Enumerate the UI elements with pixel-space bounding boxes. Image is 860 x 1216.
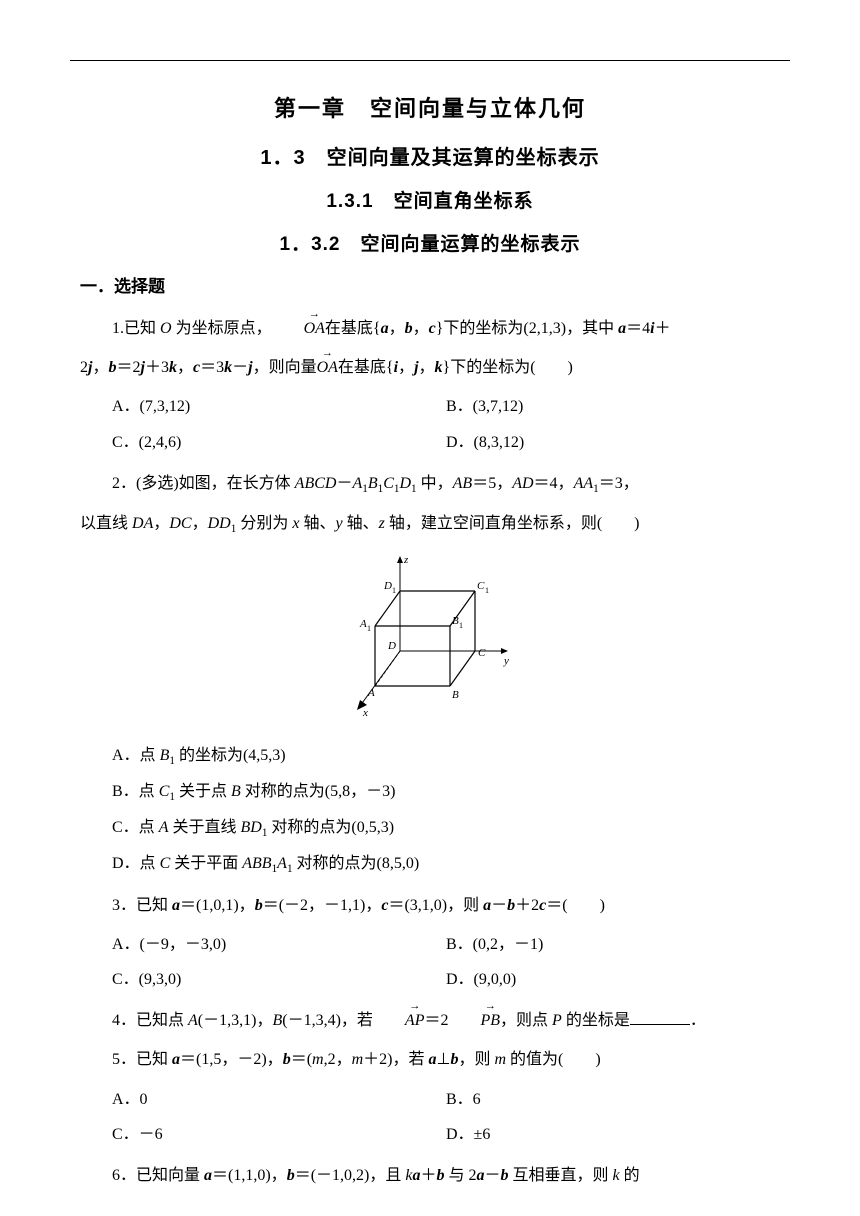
q1-options: A．(7,3,12) B．(3,7,12) C．(2,4,6) D．(8,3,1… — [80, 389, 780, 459]
question-5: 5．已知 a＝(1,5，－2)，b＝(m,2，m＋2)，若 a⊥b，则 m 的值… — [80, 1042, 780, 1077]
q2-opt-c: C．点 A 关于直线 BD1 对称的点为(0,5,3) — [112, 810, 780, 846]
subsection2-title: 1．3.2 空间向量运算的坐标表示 — [80, 229, 780, 256]
svg-text:C: C — [478, 647, 486, 659]
question-1: 1.已知 O 为坐标原点，OA在基底{a，b，c}下的坐标为(2,1,3)，其中… — [80, 311, 780, 346]
q3-opt-b: B．(0,2，－1) — [446, 927, 780, 962]
svg-text:B: B — [452, 615, 459, 627]
svg-text:D: D — [383, 580, 392, 592]
subsection1-title: 1.3.1 空间直角坐标系 — [80, 186, 780, 213]
svg-text:B: B — [452, 689, 459, 701]
question-2: 2．(多选)如图，在长方体 ABCD－A1B1C1D1 中，AB＝5，AD＝4，… — [80, 466, 780, 502]
q5-opt-a: A．0 — [112, 1082, 446, 1117]
q3-opt-a: A．(－9，－3,0) — [112, 927, 446, 962]
question-4: 4．已知点 A(－1,3,1)，B(－1,3,4)，若AP＝2PB，则点 P 的… — [80, 1003, 780, 1038]
svg-text:z: z — [403, 554, 409, 566]
q3-options: A．(－9，－3,0) B．(0,2，－1) C．(9,3,0) D．(9,0,… — [80, 927, 780, 997]
svg-text:1: 1 — [367, 624, 371, 633]
q5-options: A．0 B．6 C．－6 D．±6 — [80, 1082, 780, 1152]
q3-opt-d: D．(9,0,0) — [446, 962, 780, 997]
svg-text:x: x — [362, 707, 368, 719]
svg-text:1: 1 — [485, 586, 489, 595]
svg-text:C: C — [477, 580, 485, 592]
q2-opt-d: D．点 C 关于平面 ABB1A1 对称的点为(8,5,0) — [112, 846, 780, 882]
q5-opt-d: D．±6 — [446, 1117, 780, 1152]
q1-opt-a: A．(7,3,12) — [112, 389, 446, 424]
question-3: 3．已知 a＝(1,0,1)，b＝(－2，－1,1)，c＝(3,1,0)，则 a… — [80, 888, 780, 923]
q2-options: A．点 B1 的坐标为(4,5,3) B．点 C1 关于点 B 对称的点为(5,… — [80, 738, 780, 881]
question-2-cont: 以直线 DA，DC，DD1 分别为 x 轴、y 轴、z 轴，建立空间直角坐标系，… — [80, 506, 780, 542]
q5-opt-c: C．－6 — [112, 1117, 446, 1152]
svg-text:1: 1 — [459, 621, 463, 630]
q2-opt-a: A．点 B1 的坐标为(4,5,3) — [112, 738, 780, 774]
part-heading: 一．选择题 — [80, 272, 780, 297]
q1-opt-d: D．(8,3,12) — [446, 425, 780, 460]
q5-opt-b: B．6 — [446, 1082, 780, 1117]
section-title: 1．3 空间向量及其运算的坐标表示 — [80, 141, 780, 170]
svg-text:A: A — [367, 687, 375, 699]
q3-opt-c: C．(9,3,0) — [112, 962, 446, 997]
question-6: 6．已知向量 a＝(1,1,0)，b＝(－1,0,2)，且 ka＋b 与 2a－… — [80, 1158, 780, 1193]
svg-text:D: D — [387, 640, 396, 652]
svg-text:A: A — [359, 618, 367, 630]
q1-opt-c: C．(2,4,6) — [112, 425, 446, 460]
q2-opt-b: B．点 C1 关于点 B 对称的点为(5,8，－3) — [112, 774, 780, 810]
question-1-cont: 2j，b＝2j＋3k，c＝3k－j，则向量OA在基底{i，j，k}下的坐标为( … — [80, 350, 780, 385]
cube-figure: z y x A B C D A1 B1 C1 D1 — [80, 551, 780, 726]
chapter-title: 第一章 空间向量与立体几何 — [80, 91, 780, 123]
q1-opt-b: B．(3,7,12) — [446, 389, 780, 424]
svg-text:y: y — [503, 655, 509, 667]
svg-text:1: 1 — [392, 586, 396, 595]
top-rule — [70, 60, 790, 61]
